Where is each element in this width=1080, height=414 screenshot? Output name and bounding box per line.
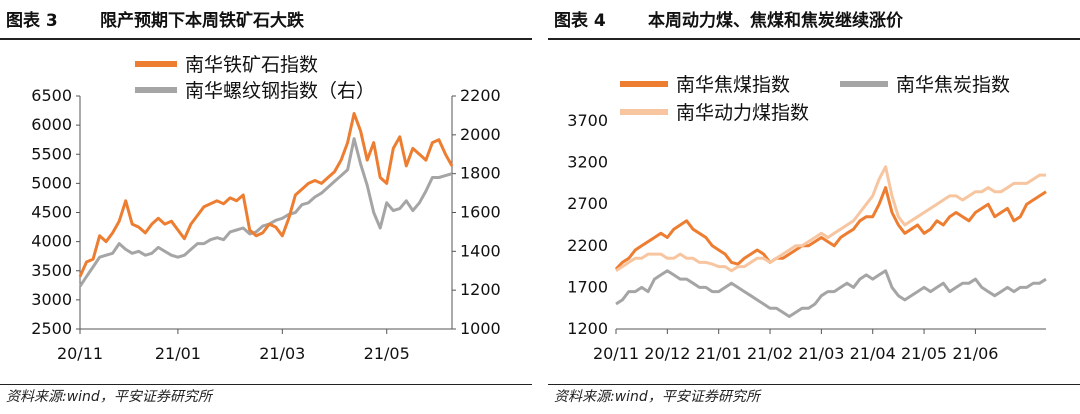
y-left-tick-label: 4500 xyxy=(31,203,72,222)
legend-label: 南华焦煤指数 xyxy=(676,74,790,96)
legend-label: 南华焦炭指数 xyxy=(896,74,1010,96)
legend-label: 南华螺纹钢指数（右） xyxy=(185,80,375,102)
x-tick-label: 21/03 xyxy=(798,344,844,363)
rebar-index-line xyxy=(78,137,453,288)
title-rule xyxy=(548,38,1080,40)
figure-title-row: 图表 4 本周动力煤、焦煤和焦炭继续涨价 xyxy=(548,6,1080,36)
coal-index-chart: 1200 1700 2200 2700 3200 3700 20/11 20/12 21/01 2… xyxy=(567,74,1047,363)
source-note: 资料来源:wind，平安证券研究所 xyxy=(554,389,760,405)
coke-index-line xyxy=(615,269,1047,318)
x-tick-label: 21/01 xyxy=(155,344,201,363)
x-tick-label: 21/03 xyxy=(259,344,305,363)
thermal-coal-index-line xyxy=(615,165,1046,273)
y-left-tick-label: 5000 xyxy=(31,173,72,192)
x-tick-label: 20/12 xyxy=(644,344,690,363)
source-note: 资料来源:wind，平安证券研究所 xyxy=(6,389,212,405)
title-rule xyxy=(0,38,532,40)
y-right-tick-label: 1200 xyxy=(460,280,501,299)
y-tick-label: 3700 xyxy=(567,111,608,130)
y-right-tick-label: 2000 xyxy=(460,125,501,144)
figure-title: 本周动力煤、焦煤和焦炭继续涨价 xyxy=(648,11,903,31)
y-right-tick-label: 1600 xyxy=(460,203,501,222)
y-right-tick-label: 1000 xyxy=(460,319,501,338)
iron-ore-index-line xyxy=(78,112,454,278)
y-left-tick-label: 4000 xyxy=(31,232,72,251)
y-right-tick-label: 1800 xyxy=(460,164,501,183)
y-tick-label: 1700 xyxy=(567,277,608,296)
x-tick-label: 21/05 xyxy=(364,344,410,363)
figure-label: 图表 3 xyxy=(6,11,58,31)
source-rule xyxy=(0,384,532,385)
x-tick-label: 20/11 xyxy=(57,344,103,363)
x-tick-label: 21/02 xyxy=(747,344,793,363)
iron-ore-rebar-chart: 2500 3000 3500 4000 4500 5000 5500 6000 6500 1000… xyxy=(31,54,501,363)
figure-label: 图表 4 xyxy=(554,11,606,31)
y-tick-label: 2200 xyxy=(567,236,608,255)
legend-label: 南华铁矿石指数 xyxy=(185,54,318,76)
y-right-tick-label: 1400 xyxy=(460,241,501,260)
y-left-tick-label: 3500 xyxy=(31,261,72,280)
y-tick-label: 2700 xyxy=(567,194,608,213)
x-tick-label: 21/05 xyxy=(901,344,947,363)
y-tick-label: 1200 xyxy=(567,319,608,338)
legend-label: 南华动力煤指数 xyxy=(676,102,809,124)
x-tick-label: 21/06 xyxy=(952,344,998,363)
y-left-tick-label: 3000 xyxy=(31,290,72,309)
coking-coal-index-line xyxy=(614,186,1047,271)
y-right-tick-label: 2200 xyxy=(460,86,501,105)
y-left-tick-label: 6000 xyxy=(31,115,72,134)
source-rule xyxy=(548,384,1080,385)
x-tick-label: 20/11 xyxy=(593,344,639,363)
x-tick-label: 21/01 xyxy=(696,344,742,363)
figure-title: 限产预期下本周铁矿石大跌 xyxy=(100,11,304,31)
y-left-tick-label: 2500 xyxy=(31,319,72,338)
x-tick-label: 21/04 xyxy=(850,344,896,363)
y-tick-label: 3200 xyxy=(567,153,608,172)
y-left-tick-label: 6500 xyxy=(31,86,72,105)
y-left-tick-label: 5500 xyxy=(31,144,72,163)
figure-title-row: 图表 3 限产预期下本周铁矿石大跌 xyxy=(0,6,532,36)
